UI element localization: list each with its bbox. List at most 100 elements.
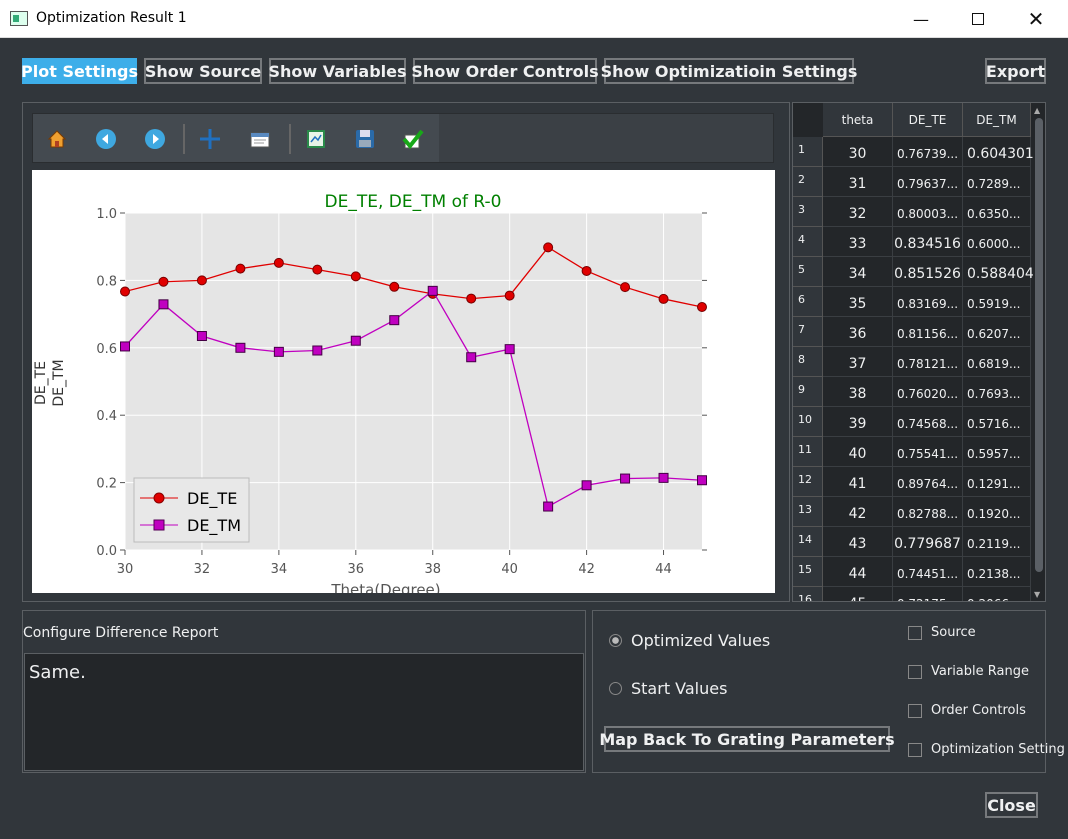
table-cell-te[interactable]: 0.79637...: [893, 167, 963, 197]
subplots-icon[interactable]: [303, 126, 329, 152]
table-row[interactable]: 40 0.75541... 0.5957...: [823, 437, 1031, 467]
row-number[interactable]: 14: [793, 527, 823, 557]
table-cell-te[interactable]: 0.72175...: [893, 587, 963, 601]
row-number[interactable]: 2: [793, 167, 823, 197]
table-cell-te[interactable]: 0.80003...: [893, 197, 963, 227]
zoom-icon[interactable]: [247, 126, 273, 152]
table-cell-theta[interactable]: 30: [823, 137, 893, 167]
row-number[interactable]: 1: [793, 137, 823, 167]
table-cell-theta[interactable]: 36: [823, 317, 893, 347]
table-row[interactable]: 41 0.89764... 0.1291...: [823, 467, 1031, 497]
check-icon[interactable]: [400, 126, 426, 152]
table-cell-tm[interactable]: 0.2066...: [963, 587, 1031, 601]
table-cell-theta[interactable]: 37: [823, 347, 893, 377]
table-cell-te[interactable]: 0.83169...: [893, 287, 963, 317]
table-cell-theta[interactable]: 42: [823, 497, 893, 527]
forward-icon[interactable]: [142, 126, 168, 152]
optimized-values-radio[interactable]: Optimized Values: [609, 631, 770, 650]
table-cell-tm[interactable]: 0.1920...: [963, 497, 1031, 527]
table-row[interactable]: 39 0.74568... 0.5716...: [823, 407, 1031, 437]
table-row[interactable]: 450.72175...0.2066...: [823, 587, 1031, 601]
variable-range-checkbox[interactable]: Variable Range: [908, 664, 1029, 679]
table-cell-te[interactable]: 0.851526: [893, 257, 963, 287]
table-row[interactable]: 37 0.78121... 0.6819...: [823, 347, 1031, 377]
table-cell-te[interactable]: 0.779687: [893, 527, 963, 557]
row-number[interactable]: 10: [793, 407, 823, 437]
show-order-controls-button[interactable]: Show Order Controls: [411, 58, 599, 84]
row-number[interactable]: 16: [793, 587, 823, 601]
row-number[interactable]: 3: [793, 197, 823, 227]
table-cell-tm[interactable]: 0.6207...: [963, 317, 1031, 347]
table-row[interactable]: 30 0.76739... 0.604301: [823, 137, 1034, 167]
table-cell-te[interactable]: 0.834516: [893, 227, 963, 257]
row-number[interactable]: 9: [793, 377, 823, 407]
order-controls-checkbox[interactable]: Order Controls: [908, 703, 1026, 718]
start-values-radio[interactable]: Start Values: [609, 679, 727, 698]
table-row[interactable]: 36 0.81156... 0.6207...: [823, 317, 1031, 347]
row-number[interactable]: 4: [793, 227, 823, 257]
table-cell-theta[interactable]: 38: [823, 377, 893, 407]
table-cell-te[interactable]: 0.74451...: [893, 557, 963, 587]
table-cell-tm[interactable]: 0.6350...: [963, 197, 1031, 227]
table-cell-tm[interactable]: 0.7289...: [963, 167, 1031, 197]
table-row[interactable]: 34 0.851526 0.588404: [823, 257, 1034, 287]
table-cell-tm[interactable]: 0.588404: [963, 257, 1034, 287]
table-cell-tm[interactable]: 0.6000...: [963, 227, 1031, 257]
table-cell-tm[interactable]: 0.5716...: [963, 407, 1031, 437]
plot-settings-button[interactable]: Plot Settings: [21, 58, 138, 84]
pan-icon[interactable]: [197, 126, 223, 152]
minimize-button[interactable]: —: [913, 9, 929, 29]
table-scrollbar[interactable]: ▲ ▼: [1032, 104, 1044, 602]
maximize-button[interactable]: [955, 0, 1001, 38]
table-cell-theta[interactable]: 31: [823, 167, 893, 197]
table-row[interactable]: 42 0.82788... 0.1920...: [823, 497, 1031, 527]
table-row[interactable]: 33 0.834516 0.6000...: [823, 227, 1031, 257]
table-cell-tm[interactable]: 0.1291...: [963, 467, 1031, 497]
show-optimization-settings-button[interactable]: Show Optimizatioin Settings: [601, 58, 857, 84]
table-cell-theta[interactable]: 33: [823, 227, 893, 257]
home-icon[interactable]: [44, 126, 70, 152]
scroll-up-icon[interactable]: ▲: [1034, 106, 1041, 115]
table-cell-theta[interactable]: 41: [823, 467, 893, 497]
row-number[interactable]: 6: [793, 287, 823, 317]
close-button[interactable]: Close: [985, 792, 1038, 818]
optimization-setting-checkbox[interactable]: Optimization Setting: [908, 742, 1065, 757]
table-cell-te[interactable]: 0.76739...: [893, 137, 963, 167]
table-cell-tm[interactable]: 0.2138...: [963, 557, 1031, 587]
table-cell-te[interactable]: 0.82788...: [893, 497, 963, 527]
table-row[interactable]: 43 0.779687 0.2119...: [823, 527, 1031, 557]
row-number[interactable]: 11: [793, 437, 823, 467]
row-number[interactable]: 5: [793, 257, 823, 287]
plot-canvas[interactable]: 30 32 34 36 38 40 42 44 0.0 0.2 0.4 0.6 0.8 1.0 DE_TE…: [32, 170, 775, 599]
table-cell-tm[interactable]: 0.2119...: [963, 527, 1031, 557]
column-header-de-tm[interactable]: DE_TM: [963, 103, 1031, 137]
row-number[interactable]: 8: [793, 347, 823, 377]
save-icon[interactable]: [352, 126, 378, 152]
table-cell-theta[interactable]: 39: [823, 407, 893, 437]
table-cell-theta[interactable]: 44: [823, 557, 893, 587]
source-checkbox[interactable]: Source: [908, 625, 976, 640]
table-row[interactable]: 44 0.74451... 0.2138...: [823, 557, 1031, 587]
table-cell-tm[interactable]: 0.5957...: [963, 437, 1031, 467]
table-row[interactable]: 38 0.76020... 0.7693...: [823, 377, 1031, 407]
row-number[interactable]: 7: [793, 317, 823, 347]
row-number[interactable]: 13: [793, 497, 823, 527]
table-cell-theta[interactable]: 32: [823, 197, 893, 227]
scroll-down-icon[interactable]: ▼: [1034, 590, 1041, 599]
table-cell-tm[interactable]: 0.7693...: [963, 377, 1031, 407]
table-cell-theta[interactable]: 45: [823, 587, 893, 601]
column-header-de-te[interactable]: DE_TE: [893, 103, 963, 137]
table-cell-theta[interactable]: 34: [823, 257, 893, 287]
scrollbar-handle[interactable]: [1035, 118, 1043, 572]
column-header-theta[interactable]: theta: [823, 103, 893, 137]
export-button[interactable]: Export: [985, 58, 1046, 84]
table-row[interactable]: 35 0.83169... 0.5919...: [823, 287, 1031, 317]
results-table[interactable]: theta DE_TE DE_TM 1 2 3 4 5 6 7 8 9 10 11 12 13 14 15 1…: [792, 102, 1046, 602]
table-cell-tm[interactable]: 0.6819...: [963, 347, 1031, 377]
table-cell-te[interactable]: 0.89764...: [893, 467, 963, 497]
table-cell-te[interactable]: 0.78121...: [893, 347, 963, 377]
show-source-button[interactable]: Show Source: [144, 58, 262, 84]
table-row[interactable]: 32 0.80003... 0.6350...: [823, 197, 1031, 227]
table-cell-te[interactable]: 0.81156...: [893, 317, 963, 347]
back-icon[interactable]: [93, 126, 119, 152]
